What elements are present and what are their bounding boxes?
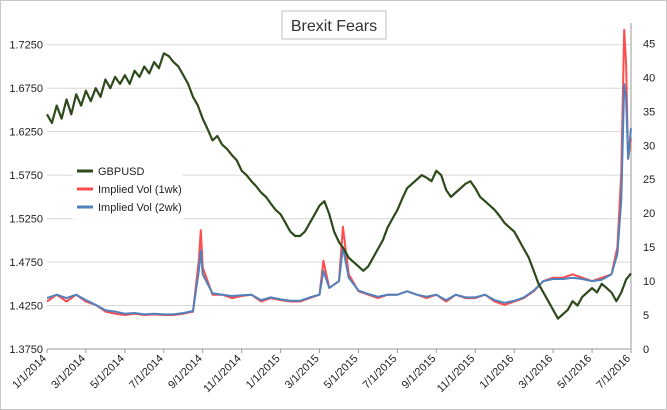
y-right-tick-label: 0 bbox=[643, 344, 649, 356]
legend: GBPUSD Implied Vol (1wk) Implied Vol (2wk) bbox=[73, 161, 183, 219]
legend-label: Implied Vol (1wk) bbox=[98, 184, 182, 196]
x-tick-label: 11/1/2015 bbox=[435, 353, 478, 396]
y-left-tick-label: 1.6250 bbox=[9, 127, 43, 139]
y-right-tick-label: 25 bbox=[643, 174, 655, 186]
y-left-tick-label: 1.5250 bbox=[9, 214, 43, 226]
y-left-tick-label: 1.4750 bbox=[9, 257, 43, 269]
y-left-tick-label: 1.5750 bbox=[9, 170, 43, 182]
x-tick-label: 5/1/2014 bbox=[88, 353, 127, 392]
x-tick-label: 1/1/2014 bbox=[10, 353, 49, 392]
y-right-tick-label: 5 bbox=[643, 310, 649, 322]
x-tick-label: 3/1/2016 bbox=[516, 353, 555, 392]
y-right-tick-label: 35 bbox=[643, 106, 655, 118]
x-tick-label: 3/1/2015 bbox=[283, 353, 322, 392]
y-right-tick-label: 15 bbox=[643, 242, 655, 254]
series-line-gbpusd bbox=[46, 52, 632, 320]
x-tick-label: 9/1/2014 bbox=[166, 353, 205, 392]
y-left-tick-label: 1.6750 bbox=[9, 83, 43, 95]
x-tick-label: 7/1/2015 bbox=[361, 353, 400, 392]
x-tick-label: 1/1/2016 bbox=[478, 353, 517, 392]
x-tick-label: 7/1/2014 bbox=[127, 353, 166, 392]
y-right-tick-label: 20 bbox=[643, 208, 655, 220]
series-lines bbox=[46, 28, 632, 320]
x-tick-label: 9/1/2015 bbox=[400, 353, 439, 392]
y-left-tick-label: 1.7250 bbox=[9, 40, 43, 52]
y-right-tick-label: 45 bbox=[643, 38, 655, 50]
x-tick-label: 11/1/2014 bbox=[201, 353, 244, 396]
x-tick-label: 3/1/2014 bbox=[49, 353, 88, 392]
chart-title-box: Brexit Fears bbox=[281, 10, 387, 40]
chart-title: Brexit Fears bbox=[291, 18, 377, 35]
x-tick-label: 1/1/2015 bbox=[244, 353, 283, 392]
x-tick-label: 7/1/2016 bbox=[594, 353, 633, 392]
legend-label: Implied Vol (2wk) bbox=[98, 202, 182, 214]
y-right-tick-label: 40 bbox=[643, 72, 655, 84]
y-left-tick-label: 1.3750 bbox=[9, 344, 43, 356]
legend-label: GBPUSD bbox=[98, 166, 145, 178]
x-tick-label: 5/1/2016 bbox=[555, 353, 594, 392]
y-right-tick-label: 10 bbox=[643, 276, 655, 288]
y-right-tick-label: 30 bbox=[643, 140, 655, 152]
x-tick-label: 5/1/2015 bbox=[322, 353, 361, 392]
y-left-tick-label: 1.4250 bbox=[9, 301, 43, 313]
